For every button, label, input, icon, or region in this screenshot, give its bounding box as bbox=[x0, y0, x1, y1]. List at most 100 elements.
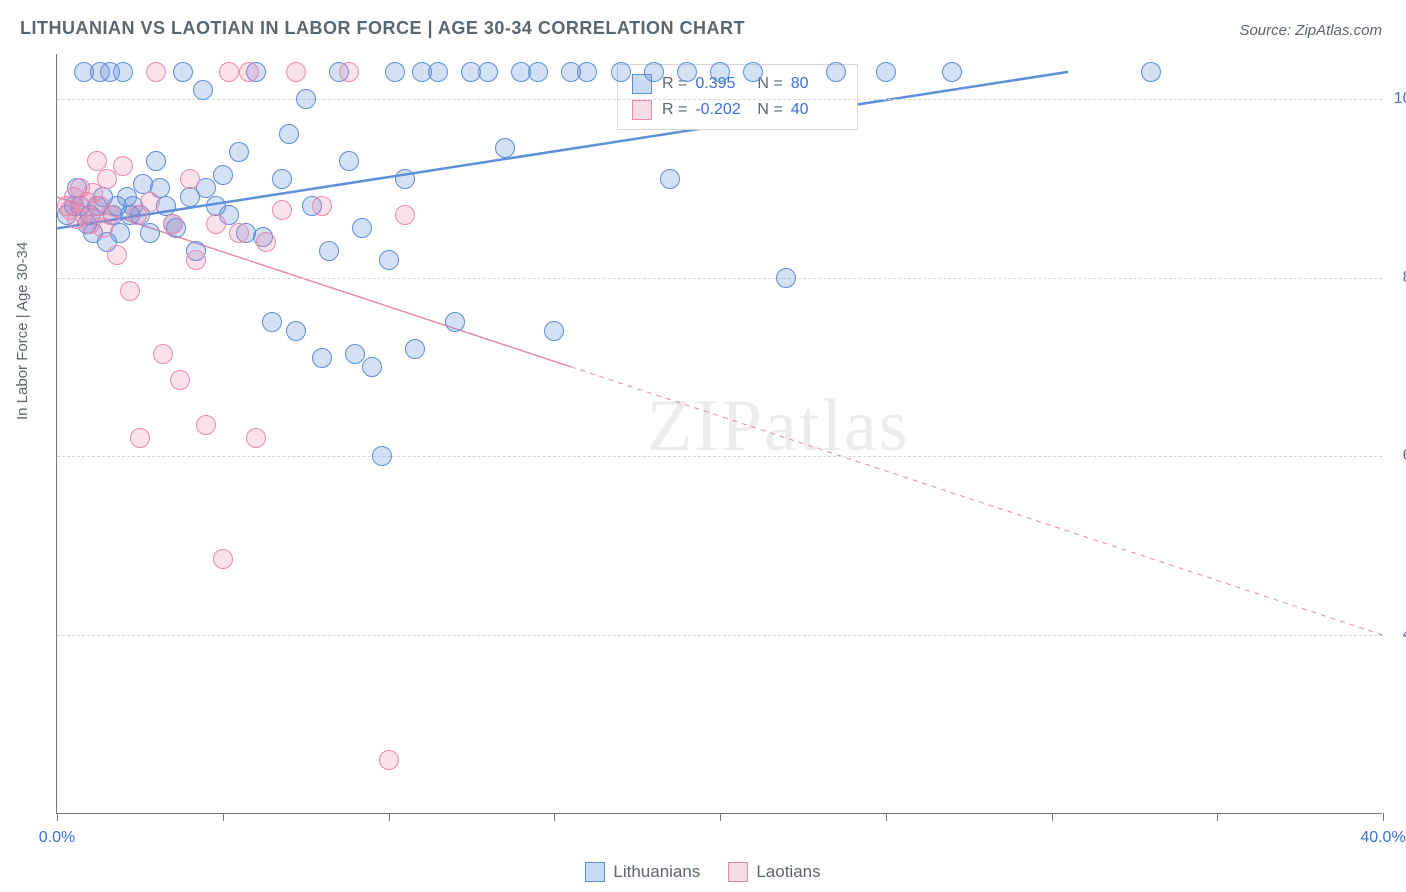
bottom-legend-label: Lithuanians bbox=[613, 862, 700, 882]
scatter-point bbox=[180, 169, 200, 189]
scatter-point bbox=[528, 62, 548, 82]
scatter-point bbox=[100, 205, 120, 225]
chart-title: LITHUANIAN VS LAOTIAN IN LABOR FORCE | A… bbox=[20, 18, 745, 39]
scatter-point bbox=[942, 62, 962, 82]
scatter-point bbox=[312, 196, 332, 216]
scatter-point bbox=[130, 428, 150, 448]
bottom-legend-item: Lithuanians bbox=[585, 862, 700, 882]
scatter-point bbox=[120, 281, 140, 301]
scatter-point bbox=[256, 232, 276, 252]
x-tick-mark bbox=[886, 813, 887, 821]
legend-swatch bbox=[728, 862, 748, 882]
bottom-legend-label: Laotians bbox=[756, 862, 820, 882]
scatter-point bbox=[206, 214, 226, 234]
scatter-point bbox=[173, 62, 193, 82]
scatter-point bbox=[272, 200, 292, 220]
scatter-point bbox=[826, 62, 846, 82]
scatter-point bbox=[352, 218, 372, 238]
scatter-point bbox=[229, 223, 249, 243]
scatter-point bbox=[405, 339, 425, 359]
scatter-point bbox=[644, 62, 664, 82]
scatter-point bbox=[213, 549, 233, 569]
gridline-h bbox=[57, 456, 1382, 457]
scatter-point bbox=[395, 169, 415, 189]
source-attribution: Source: ZipAtlas.com bbox=[1239, 22, 1382, 39]
scatter-point bbox=[213, 165, 233, 185]
scatter-point bbox=[296, 89, 316, 109]
scatter-point bbox=[677, 62, 697, 82]
scatter-point bbox=[279, 124, 299, 144]
scatter-point bbox=[286, 321, 306, 341]
scatter-point bbox=[445, 312, 465, 332]
y-tick-label: 100.0% bbox=[1388, 90, 1406, 108]
legend-swatch bbox=[585, 862, 605, 882]
scatter-point bbox=[776, 268, 796, 288]
chart-container: LITHUANIAN VS LAOTIAN IN LABOR FORCE | A… bbox=[0, 0, 1406, 892]
scatter-point bbox=[286, 62, 306, 82]
scatter-point bbox=[345, 344, 365, 364]
x-tick-mark bbox=[554, 813, 555, 821]
scatter-point bbox=[710, 62, 730, 82]
scatter-point bbox=[97, 169, 117, 189]
scatter-point bbox=[372, 446, 392, 466]
x-tick-label: 40.0% bbox=[1360, 829, 1405, 847]
x-tick-mark bbox=[720, 813, 721, 821]
scatter-point bbox=[379, 750, 399, 770]
scatter-point bbox=[319, 241, 339, 261]
scatter-point bbox=[312, 348, 332, 368]
scatter-point bbox=[395, 205, 415, 225]
scatter-point bbox=[544, 321, 564, 341]
scatter-point bbox=[170, 370, 190, 390]
scatter-point bbox=[577, 62, 597, 82]
scatter-point bbox=[87, 151, 107, 171]
scatter-point bbox=[193, 80, 213, 100]
plot-area: ZIPatlas R =0.395N =80R =-0.202N =40 40.… bbox=[56, 54, 1382, 814]
scatter-point bbox=[113, 62, 133, 82]
x-tick-mark bbox=[223, 813, 224, 821]
scatter-point bbox=[362, 357, 382, 377]
scatter-point bbox=[196, 415, 216, 435]
y-tick-label: 60.0% bbox=[1388, 447, 1406, 465]
scatter-point bbox=[743, 62, 763, 82]
gridline-h bbox=[57, 278, 1382, 279]
scatter-point bbox=[140, 223, 160, 243]
legend-row: R =-0.202N =40 bbox=[632, 97, 843, 123]
scatter-point bbox=[163, 214, 183, 234]
scatter-point bbox=[146, 62, 166, 82]
scatter-point bbox=[186, 250, 206, 270]
scatter-point bbox=[1141, 62, 1161, 82]
scatter-point bbox=[272, 169, 292, 189]
scatter-point bbox=[495, 138, 515, 158]
scatter-point bbox=[428, 62, 448, 82]
x-tick-label: 0.0% bbox=[39, 829, 75, 847]
legend-n-value: 40 bbox=[791, 101, 843, 119]
scatter-point bbox=[153, 344, 173, 364]
scatter-point bbox=[339, 62, 359, 82]
legend-swatch bbox=[632, 100, 652, 120]
y-tick-label: 40.0% bbox=[1388, 626, 1406, 644]
legend-r-value: -0.202 bbox=[695, 101, 747, 119]
y-tick-label: 80.0% bbox=[1388, 269, 1406, 287]
scatter-point bbox=[146, 151, 166, 171]
series-legend: Lithuanians Laotians bbox=[0, 862, 1406, 882]
x-tick-mark bbox=[57, 813, 58, 821]
scatter-point bbox=[611, 62, 631, 82]
bottom-legend-item: Laotians bbox=[728, 862, 820, 882]
scatter-point bbox=[113, 156, 133, 176]
x-tick-mark bbox=[1217, 813, 1218, 821]
scatter-point bbox=[107, 245, 127, 265]
x-tick-mark bbox=[1383, 813, 1384, 821]
x-tick-mark bbox=[1052, 813, 1053, 821]
scatter-point bbox=[478, 62, 498, 82]
x-tick-mark bbox=[389, 813, 390, 821]
scatter-point bbox=[246, 428, 266, 448]
gridline-h bbox=[57, 99, 1382, 100]
scatter-point bbox=[219, 62, 239, 82]
scatter-point bbox=[140, 192, 160, 212]
regression-line-dashed bbox=[571, 367, 1383, 635]
scatter-point bbox=[660, 169, 680, 189]
scatter-point bbox=[379, 250, 399, 270]
scatter-point bbox=[262, 312, 282, 332]
y-axis-label: In Labor Force | Age 30-34 bbox=[14, 242, 31, 420]
scatter-point bbox=[385, 62, 405, 82]
